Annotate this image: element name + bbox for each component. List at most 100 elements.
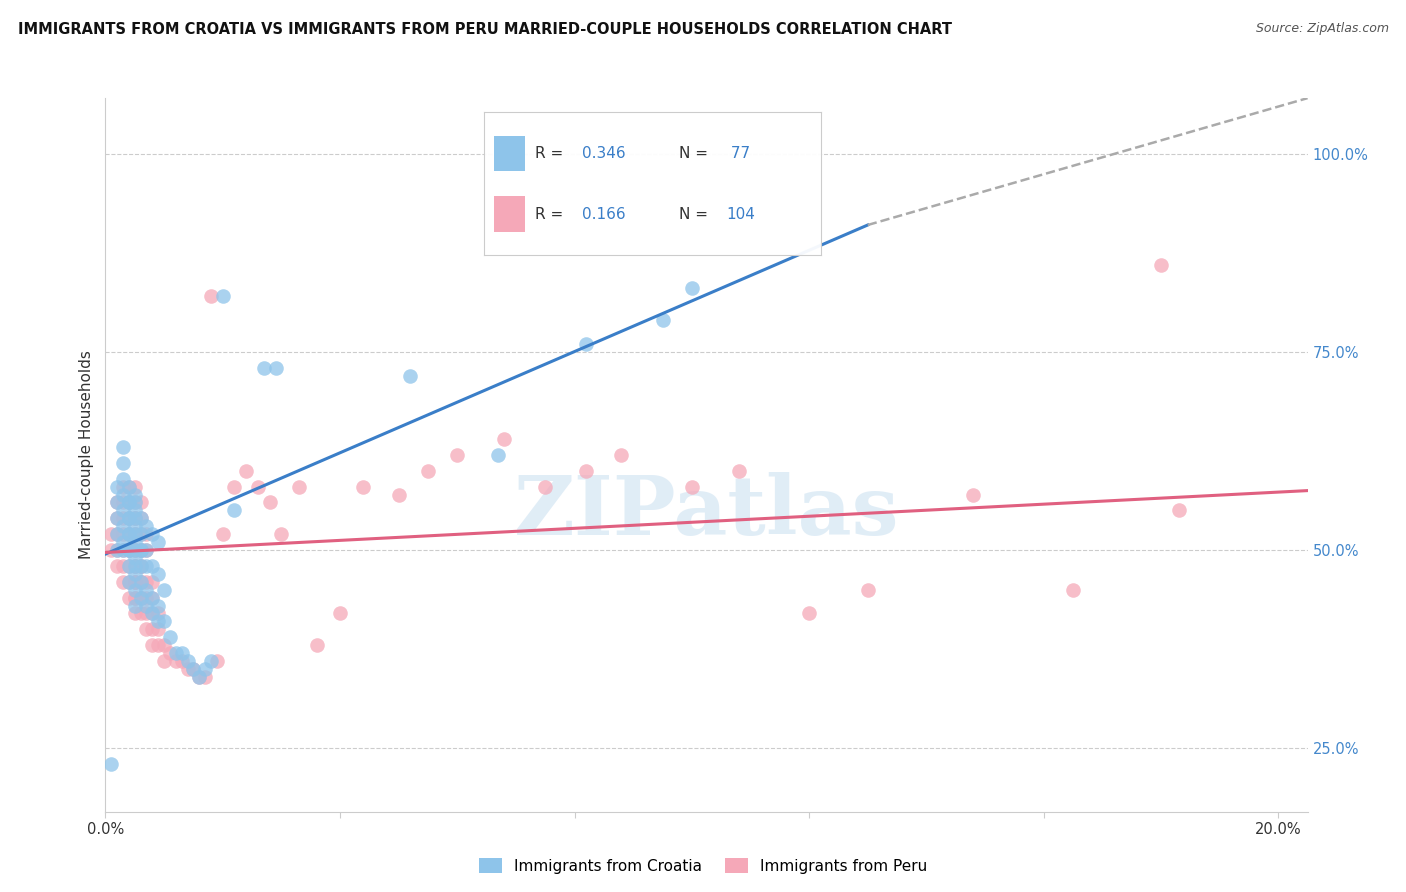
Point [205,654,228,668]
Point [681,480,703,494]
Point [148,623,170,637]
Point [124,511,146,525]
Point [486,448,509,462]
Point [153,638,176,652]
Point [610,448,633,462]
Point [224,503,246,517]
Point [118,558,141,573]
Point [112,495,135,509]
Point [118,574,141,589]
Point [112,440,135,454]
Point [170,654,193,668]
Point [124,599,146,613]
Point [118,511,141,525]
Point [962,487,984,501]
Point [148,535,170,549]
Point [129,558,152,573]
Point [148,599,170,613]
Point [105,543,128,558]
Point [129,527,152,541]
Point [329,607,352,621]
Point [124,495,146,509]
Point [129,543,152,558]
Point [118,495,141,509]
Point [259,495,281,509]
Point [135,543,157,558]
Point [494,432,516,446]
Point [129,591,152,605]
Point [141,591,163,605]
Point [165,654,187,668]
Point [112,535,135,549]
Point [135,543,157,558]
Point [129,591,152,605]
Point [575,337,598,351]
Point [129,574,152,589]
Point [194,670,217,684]
Point [288,480,311,494]
Point [246,480,269,494]
Point [170,646,193,660]
Point [235,464,257,478]
Point [112,519,135,533]
Point [112,558,135,573]
Point [124,607,146,621]
Point [124,495,146,509]
Point [124,487,146,501]
Point [141,574,163,589]
Point [124,527,146,541]
Point [153,582,176,597]
Point [124,591,146,605]
Point [165,646,187,660]
Point [124,582,146,597]
Point [124,503,146,517]
Point [112,472,135,486]
Point [129,591,152,605]
Point [399,368,422,383]
Point [129,558,152,573]
Point [118,495,141,509]
Point [124,543,146,558]
Point [135,582,157,597]
Point [194,662,217,676]
Point [416,464,439,478]
Point [651,313,673,327]
Point [105,495,128,509]
Point [129,574,152,589]
Point [388,487,411,501]
Point [105,527,128,541]
Point [118,495,141,509]
Point [124,480,146,494]
Point [129,511,152,525]
Point [200,654,222,668]
Point [124,543,146,558]
Point [129,574,152,589]
Point [135,558,157,573]
Point [148,607,170,621]
Point [105,527,128,541]
Point [100,527,122,541]
Text: Source: ZipAtlas.com: Source: ZipAtlas.com [1256,22,1389,36]
Point [118,480,141,494]
Point [118,543,141,558]
Point [353,480,375,494]
Point [124,511,146,525]
Point [124,558,146,573]
Point [129,511,152,525]
Point [118,495,141,509]
Point [141,527,163,541]
Point [112,503,135,517]
Point [118,527,141,541]
Point [148,566,170,581]
Point [124,535,146,549]
Point [141,591,163,605]
Point [148,638,170,652]
Point [159,630,181,644]
Point [856,582,879,597]
Point [141,607,163,621]
Point [118,591,141,605]
Point [118,511,141,525]
Point [129,543,152,558]
Point [153,615,176,629]
Point [124,574,146,589]
